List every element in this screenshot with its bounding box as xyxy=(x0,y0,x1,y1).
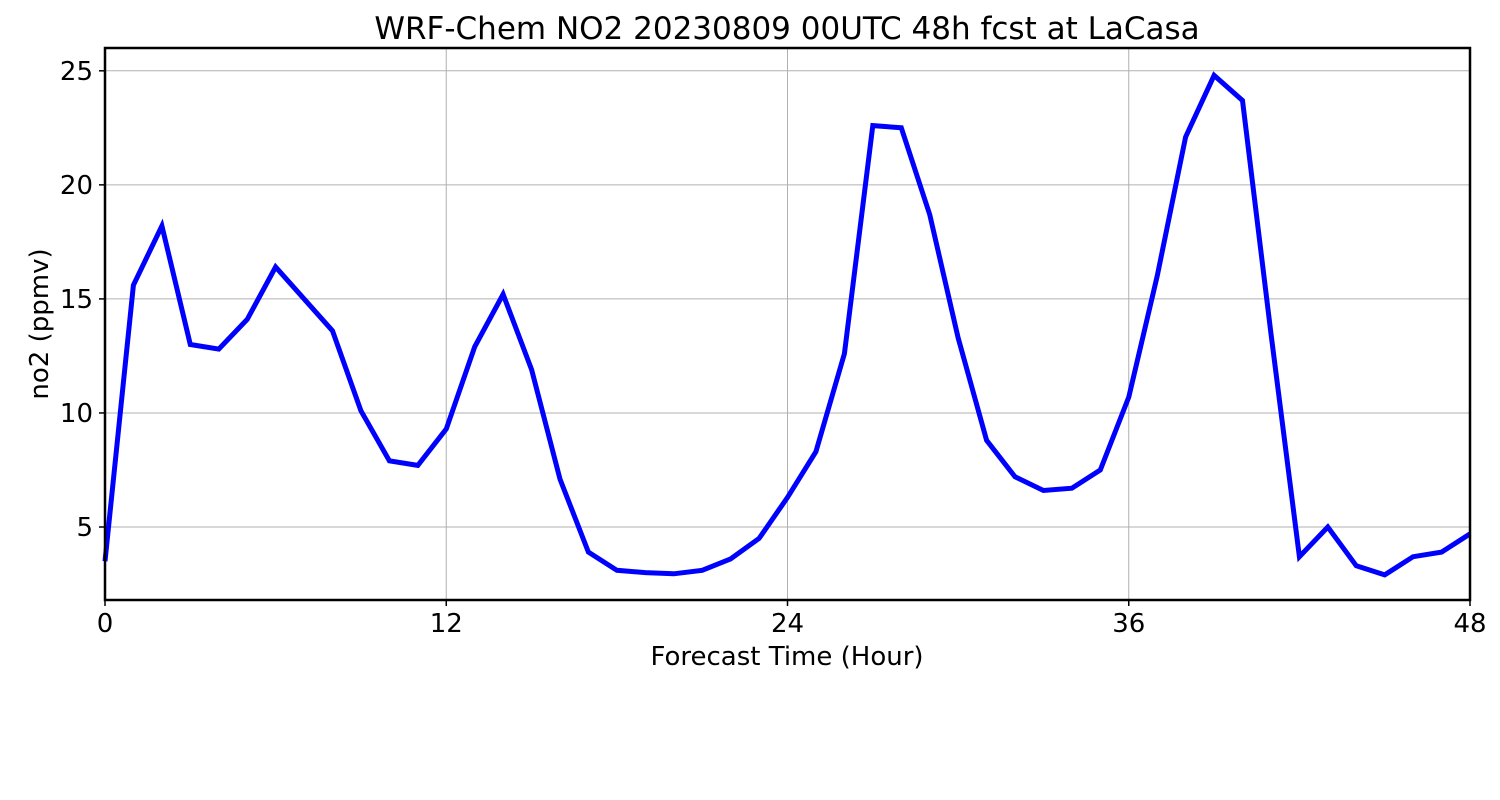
x-axis-label: Forecast Time (Hour) xyxy=(650,642,923,672)
x-tick-label: 48 xyxy=(1453,609,1486,639)
y-tick-label: 20 xyxy=(60,171,93,201)
x-tick-label: 0 xyxy=(97,609,114,639)
grid xyxy=(104,48,1471,600)
y-axis-label: no2 (ppmv) xyxy=(25,248,55,399)
y-tick-label: 25 xyxy=(60,57,93,87)
y-tick-label: 10 xyxy=(60,399,93,429)
y-tick-label: 15 xyxy=(60,285,93,315)
y-tick-label: 5 xyxy=(76,513,93,543)
ticks: 0 12 24 36 48 5 10 15 20 25 xyxy=(60,57,1487,639)
series-line xyxy=(102,71,1472,578)
x-tick-label: 36 xyxy=(1112,609,1145,639)
chart-title: WRF-Chem NO2 20230809 00UTC 48h fcst at … xyxy=(374,11,1199,47)
x-tick-label: 24 xyxy=(771,609,804,639)
x-tick-label: 12 xyxy=(430,609,463,639)
